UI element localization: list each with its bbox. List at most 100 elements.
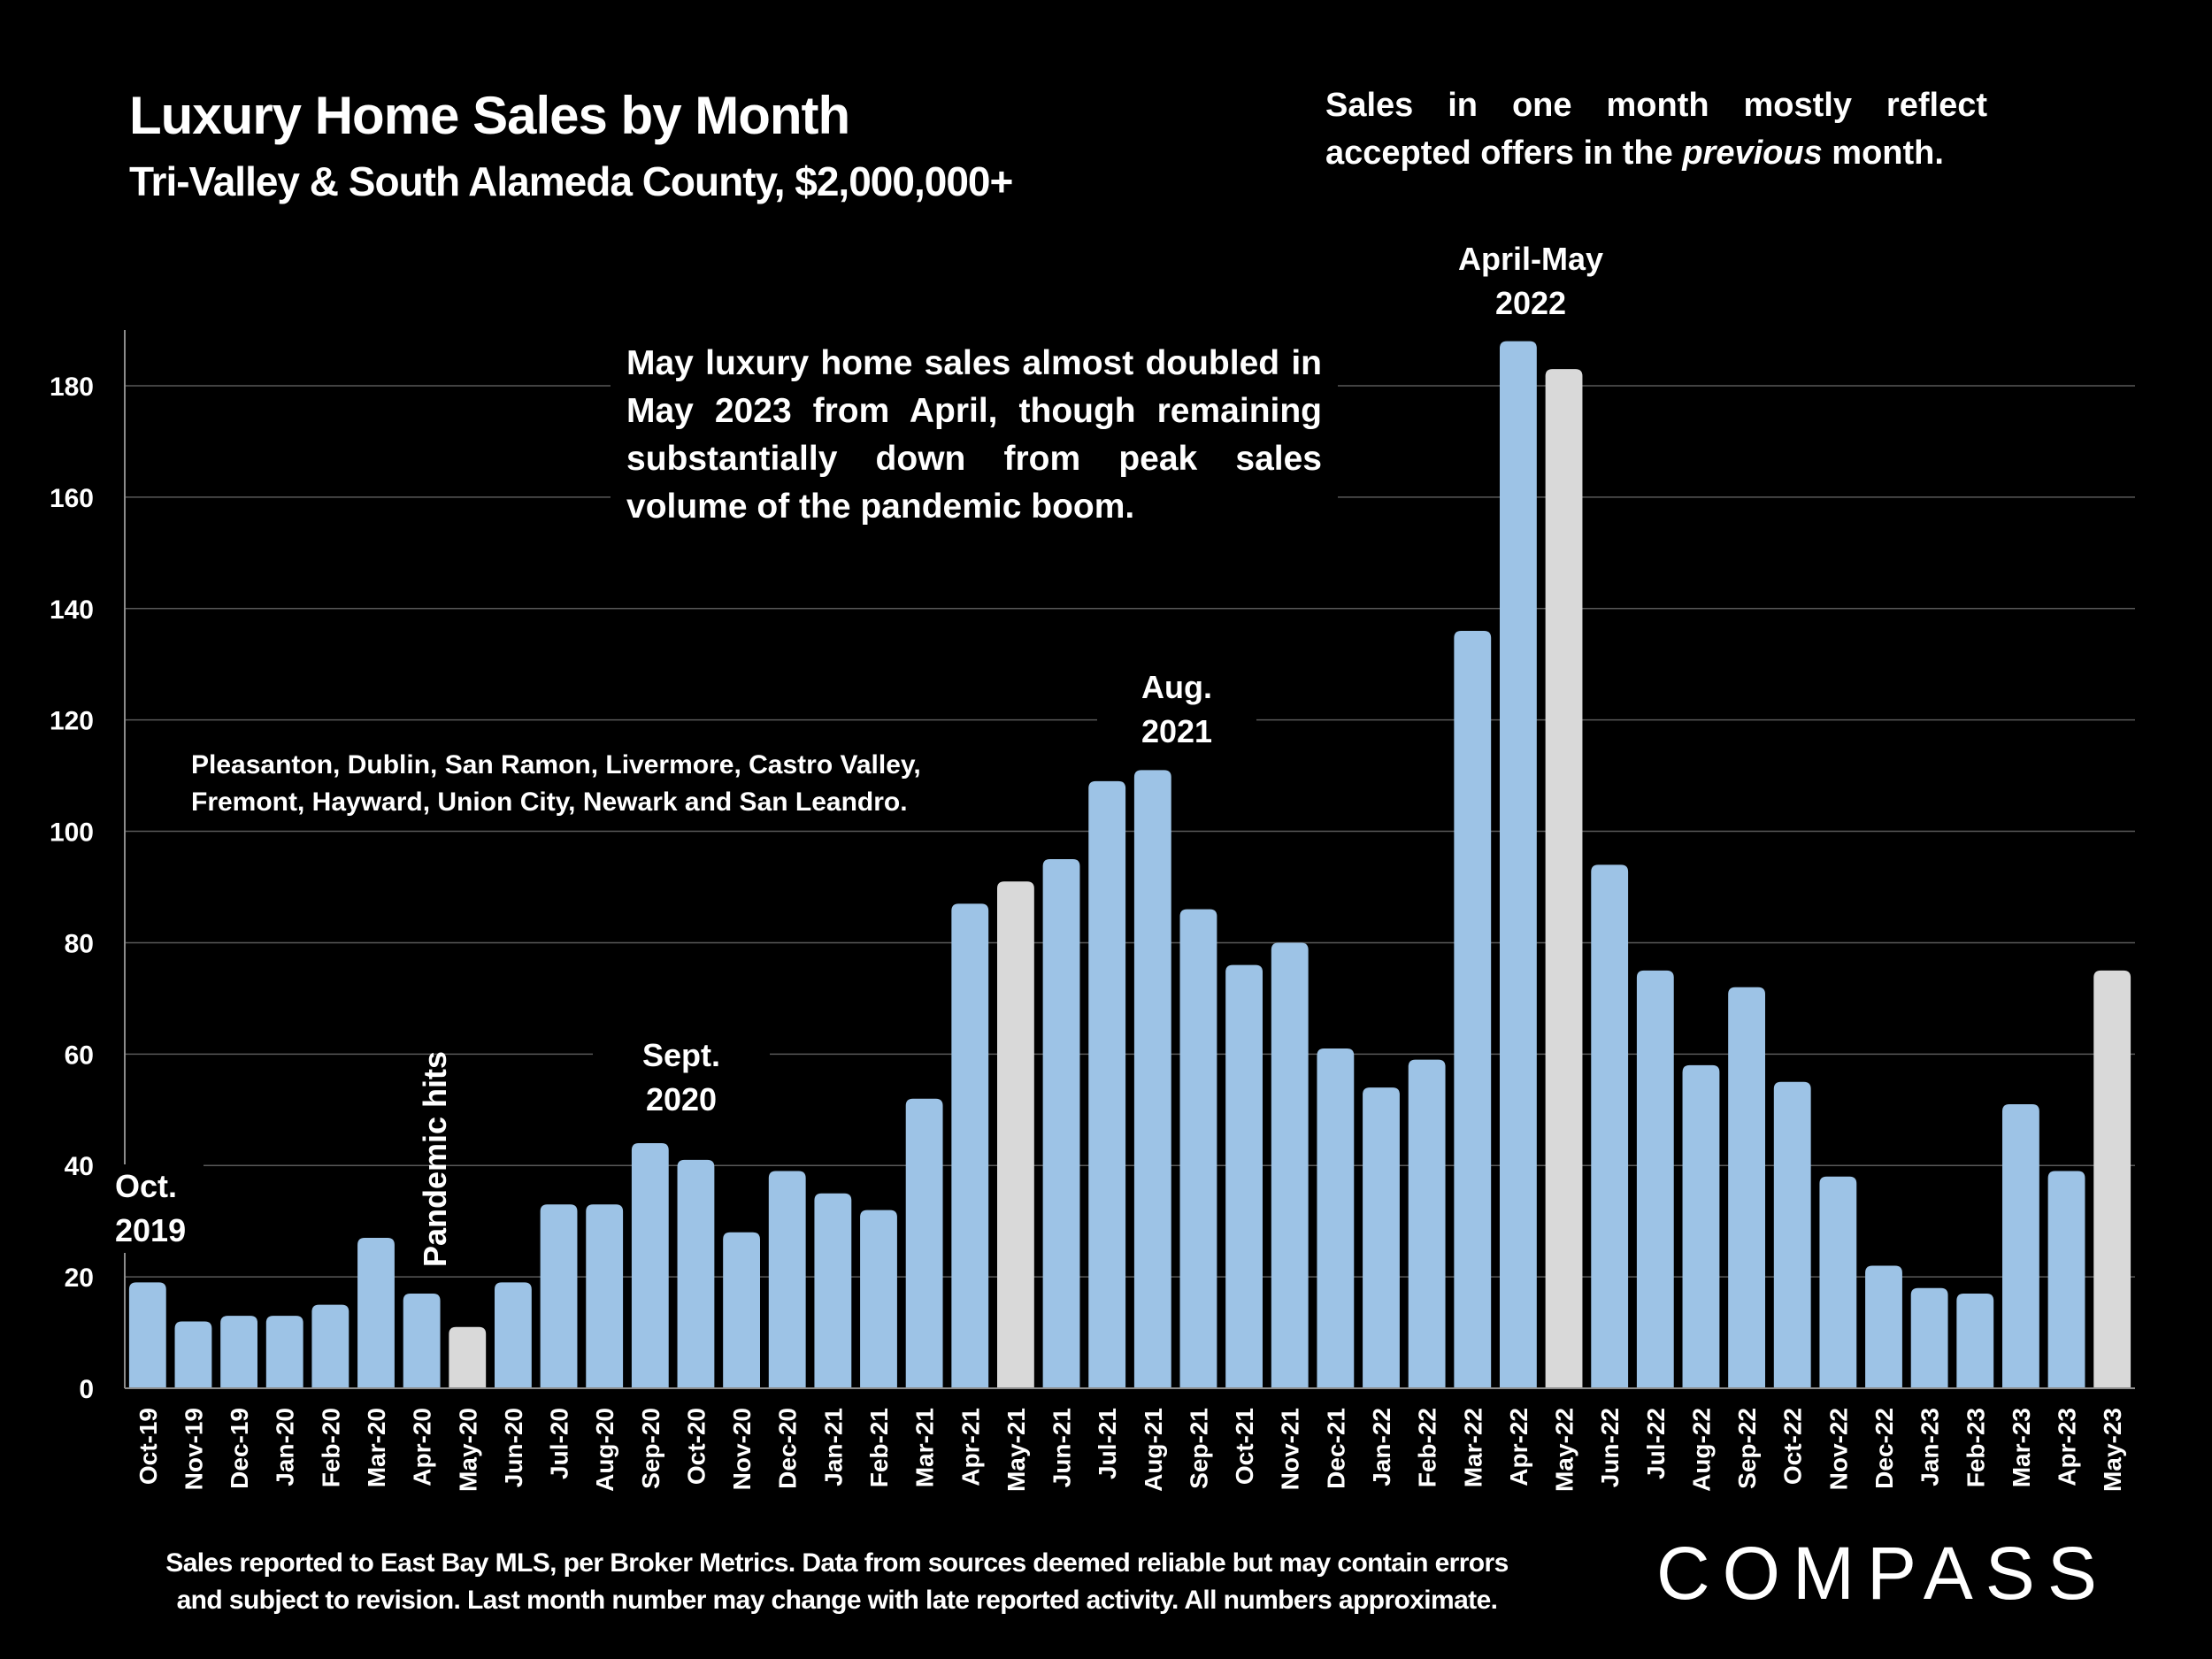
bar-jun-21 bbox=[1042, 859, 1080, 1388]
y-tick-label: 120 bbox=[50, 707, 94, 736]
note-main-summary: May luxury home sales almost doubled in … bbox=[611, 340, 1338, 531]
x-tick-label: Sep-22 bbox=[1733, 1408, 1761, 1489]
bar-mar-20 bbox=[357, 1238, 395, 1388]
bar-jul-20 bbox=[540, 1204, 578, 1388]
note-offers-lag-text-2: month. bbox=[1822, 134, 1944, 172]
bar-aug-22 bbox=[1682, 1064, 1720, 1388]
bar-nov-21 bbox=[1271, 942, 1309, 1388]
bar-oct-22 bbox=[1773, 1081, 1811, 1388]
x-tick-label: Mar-22 bbox=[1459, 1408, 1486, 1487]
bar-jan-22 bbox=[1363, 1087, 1400, 1388]
x-tick-label: Feb-21 bbox=[865, 1408, 893, 1487]
note-cities: Pleasanton, Dublin, San Ramon, Livermore… bbox=[177, 743, 984, 825]
y-tick-label: 100 bbox=[50, 818, 94, 848]
x-tick-label: Feb-23 bbox=[1962, 1408, 1989, 1487]
bar-jul-21 bbox=[1088, 780, 1126, 1388]
footer-disclaimer-line2: and subject to revision. Last month numb… bbox=[176, 1586, 1498, 1615]
bar-may-20 bbox=[449, 1326, 487, 1388]
y-tick-label: 160 bbox=[50, 484, 94, 513]
y-tick-label: 0 bbox=[79, 1375, 94, 1404]
x-tick-label: Jan-21 bbox=[819, 1408, 847, 1486]
x-tick-label: Feb-20 bbox=[317, 1408, 344, 1487]
chart-title: Luxury Home Sales by Month bbox=[129, 86, 850, 145]
x-tick-label: Nov-19 bbox=[180, 1408, 207, 1490]
y-tick-label: 20 bbox=[65, 1263, 94, 1293]
bar-dec-19 bbox=[220, 1316, 258, 1388]
x-tick-label: Mar-23 bbox=[2008, 1408, 2035, 1487]
x-tick-label: Dec-21 bbox=[1322, 1408, 1349, 1489]
bar-oct-19 bbox=[128, 1282, 166, 1388]
annotation-aug-2021: Aug. 2021 bbox=[1097, 665, 1256, 754]
annotation-sept-2020: Sept. 2020 bbox=[593, 1033, 770, 1122]
bar-jan-20 bbox=[265, 1316, 303, 1388]
x-tick-label: Dec-19 bbox=[226, 1408, 253, 1489]
x-tick-label: Jan-20 bbox=[272, 1408, 299, 1486]
bar-aug-21 bbox=[1133, 770, 1171, 1388]
x-tick-label: Oct-19 bbox=[134, 1408, 162, 1485]
bar-aug-20 bbox=[586, 1204, 624, 1388]
bar-feb-21 bbox=[860, 1210, 897, 1388]
y-tick-label: 60 bbox=[65, 1041, 94, 1070]
x-tick-label: Dec-20 bbox=[774, 1408, 802, 1489]
bar-jun-22 bbox=[1591, 864, 1629, 1388]
x-tick-label: Aug-21 bbox=[1140, 1408, 1167, 1492]
x-tick-label: May-21 bbox=[1002, 1408, 1030, 1492]
bar-may-23 bbox=[2093, 970, 2131, 1388]
annotation-april-may-2022-line2: 2022 bbox=[1494, 285, 1567, 321]
bar-sep-22 bbox=[1728, 987, 1766, 1388]
x-tick-label: Sep-20 bbox=[637, 1408, 664, 1489]
annotation-oct-2019-line2: 2019 bbox=[115, 1212, 187, 1248]
x-tick-label: Feb-22 bbox=[1414, 1408, 1441, 1487]
x-tick-label: Aug-20 bbox=[591, 1408, 618, 1492]
x-tick-label: Jul-22 bbox=[1642, 1408, 1670, 1479]
y-axis-ticks: 0 20 40 60 80 100 120 140 160 180 bbox=[50, 373, 94, 1404]
note-offers-lag-text-1: Sales in one month mostly reflect accept… bbox=[1325, 87, 1987, 172]
bar-dec-21 bbox=[1317, 1048, 1355, 1388]
x-tick-label: Oct-21 bbox=[1231, 1408, 1258, 1485]
bar-dec-22 bbox=[1865, 1265, 1902, 1388]
bar-oct-21 bbox=[1225, 964, 1263, 1388]
bar-may-22 bbox=[1545, 369, 1583, 1388]
x-tick-label: Dec-22 bbox=[1870, 1408, 1898, 1489]
annotation-oct-2019-line1: Oct. bbox=[115, 1168, 178, 1204]
bar-jul-22 bbox=[1636, 970, 1674, 1388]
x-tick-label: May-20 bbox=[454, 1408, 481, 1492]
annotation-oct-2019: Oct. 2019 bbox=[115, 1164, 204, 1253]
annotation-april-may-2022-line1: April-May bbox=[1457, 241, 1604, 277]
bar-nov-22 bbox=[1819, 1176, 1857, 1388]
x-tick-label: Apr-23 bbox=[2054, 1408, 2081, 1486]
x-tick-label: Jul-21 bbox=[1094, 1408, 1121, 1479]
x-tick-label: Jun-20 bbox=[500, 1408, 527, 1487]
y-tick-label: 80 bbox=[65, 929, 94, 958]
note-offers-lag: Sales in one month mostly reflect accept… bbox=[1325, 81, 1987, 177]
bar-jan-23 bbox=[1910, 1287, 1948, 1388]
bar-jun-20 bbox=[494, 1282, 532, 1388]
x-tick-label: Apr-21 bbox=[956, 1408, 984, 1486]
x-tick-label: Aug-22 bbox=[1687, 1408, 1715, 1492]
bar-feb-23 bbox=[1956, 1293, 1994, 1388]
annotation-sept-2020-line1: Sept. bbox=[641, 1037, 720, 1073]
bar-apr-21 bbox=[951, 903, 989, 1388]
bar-mar-21 bbox=[905, 1098, 943, 1388]
annotation-aug-2021-line1: Aug. bbox=[1141, 669, 1212, 705]
y-tick-label: 140 bbox=[50, 595, 94, 625]
bar-mar-22 bbox=[1454, 630, 1492, 1388]
bar-feb-20 bbox=[311, 1304, 349, 1388]
bars bbox=[128, 341, 2131, 1389]
x-tick-label: Nov-22 bbox=[1824, 1408, 1852, 1490]
x-tick-label: Mar-20 bbox=[363, 1408, 390, 1487]
bar-nov-19 bbox=[174, 1321, 212, 1388]
x-tick-label: Oct-22 bbox=[1779, 1408, 1807, 1485]
y-tick-label: 40 bbox=[65, 1152, 94, 1181]
footer-disclaimer-line1: Sales reported to East Bay MLS, per Brok… bbox=[165, 1548, 1509, 1578]
x-tick-label: Nov-20 bbox=[728, 1408, 756, 1490]
bar-sep-20 bbox=[631, 1143, 669, 1388]
bar-sep-21 bbox=[1179, 909, 1217, 1388]
bar-apr-22 bbox=[1499, 341, 1537, 1389]
annotation-aug-2021-line2: 2021 bbox=[1141, 713, 1213, 749]
chart-subtitle: Tri-Valley & South Alameda County, $2,00… bbox=[129, 158, 1013, 204]
annotation-sept-2020-line2: 2020 bbox=[645, 1081, 718, 1118]
y-tick-label: 180 bbox=[50, 373, 94, 402]
x-tick-label: Apr-22 bbox=[1505, 1408, 1532, 1486]
